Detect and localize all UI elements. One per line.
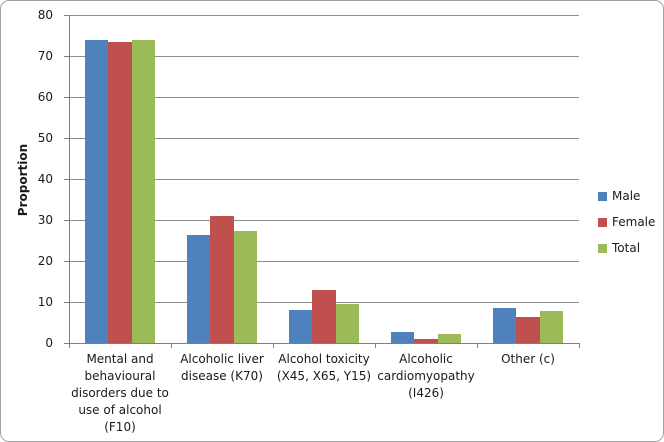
- x-tick-mark: [171, 343, 172, 348]
- x-category-label: Alcoholic cardiomyopathy (I426): [377, 352, 475, 400]
- y-axis-line: [69, 15, 70, 348]
- gridline-y20: [69, 261, 579, 262]
- x-axis-line: [69, 343, 580, 344]
- bar-total-0: [131, 40, 156, 343]
- gridline-y30: [69, 220, 579, 221]
- bar-total-2: [335, 304, 360, 343]
- legend-swatch-icon: [598, 192, 607, 201]
- legend-label: Total: [612, 241, 641, 255]
- bar-female-2: [312, 290, 336, 343]
- legend-item-male: Male: [598, 190, 655, 203]
- bar-total-1: [233, 231, 258, 343]
- legend-label: Male: [612, 189, 641, 203]
- x-tick-mark: [69, 343, 70, 348]
- x-tick-mark: [273, 343, 274, 348]
- bar-female-1: [210, 216, 234, 343]
- bar-female-0: [108, 41, 132, 343]
- gridline-y50: [69, 138, 579, 139]
- x-category-label: Alcohol toxicity (X45, X65, Y15): [276, 352, 372, 383]
- gridline-y60: [69, 97, 579, 98]
- legend-label: Female: [612, 215, 656, 229]
- y-tick-label: 0: [45, 336, 53, 350]
- y-tick-label: 80: [37, 8, 53, 22]
- y-tick-label: 50: [37, 131, 53, 145]
- x-tick-mark: [579, 343, 580, 348]
- bar-male-2: [288, 310, 313, 343]
- bar-total-3: [437, 333, 462, 343]
- y-tick-label: 60: [37, 90, 53, 104]
- y-tick-label: 40: [37, 172, 53, 186]
- bar-female-3: [414, 338, 438, 343]
- bar-male-3: [390, 332, 415, 343]
- bar-male-1: [186, 235, 211, 343]
- gridline-y40: [69, 179, 579, 180]
- y-tick-label: 30: [37, 213, 53, 227]
- legend-item-female: Female: [598, 216, 655, 229]
- y-tick-mark: [64, 56, 69, 57]
- y-tick-mark: [64, 138, 69, 139]
- y-tick-mark: [64, 261, 69, 262]
- x-category-label: Alcoholic liver disease (K70): [180, 352, 264, 383]
- x-category-label: Mental and behavioural disorders due to …: [71, 352, 169, 434]
- legend-swatch-icon: [598, 244, 607, 253]
- bar-male-4: [492, 308, 517, 343]
- x-category-label: Other (c): [501, 352, 555, 366]
- y-tick-label: 20: [37, 254, 53, 268]
- y-tick-label: 10: [37, 295, 53, 309]
- y-tick-mark: [64, 179, 69, 180]
- legend-swatch-icon: [598, 218, 607, 227]
- y-tick-mark: [64, 97, 69, 98]
- x-tick-mark: [375, 343, 376, 348]
- y-tick-mark: [64, 302, 69, 303]
- bar-male-0: [84, 39, 109, 343]
- gridline-y80: [69, 15, 579, 16]
- legend: Male Female Total: [598, 190, 655, 255]
- x-tick-mark: [477, 343, 478, 348]
- bar-female-4: [516, 316, 540, 343]
- y-tick-mark: [64, 15, 69, 16]
- legend-item-total: Total: [598, 242, 655, 255]
- gridline-y70: [69, 56, 579, 57]
- bar-total-4: [539, 310, 564, 343]
- y-tick-mark: [64, 343, 69, 344]
- y-tick-mark: [64, 220, 69, 221]
- y-tick-label: 70: [37, 49, 53, 63]
